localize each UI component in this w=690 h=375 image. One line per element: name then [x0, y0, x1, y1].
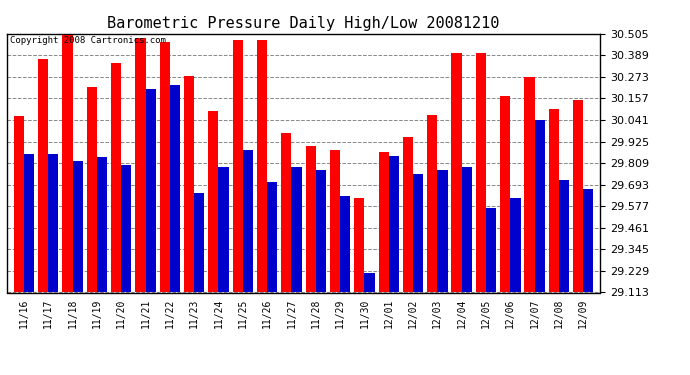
Bar — [159, 42, 170, 292]
Bar — [184, 76, 194, 292]
Bar — [511, 198, 520, 292]
Bar — [476, 53, 486, 292]
Bar — [316, 170, 326, 292]
Bar — [354, 198, 364, 292]
Bar — [559, 180, 569, 292]
Bar — [535, 120, 545, 292]
Bar — [340, 196, 351, 292]
Bar — [14, 117, 24, 292]
Bar — [194, 193, 204, 292]
Bar — [282, 133, 291, 292]
Bar — [427, 115, 437, 292]
Bar — [364, 273, 375, 292]
Bar — [24, 154, 34, 292]
Bar — [379, 152, 388, 292]
Bar — [403, 137, 413, 292]
Bar — [219, 166, 228, 292]
Bar — [48, 154, 59, 292]
Bar — [257, 40, 267, 292]
Bar — [330, 150, 340, 292]
Bar — [267, 182, 277, 292]
Bar — [62, 34, 72, 292]
Bar — [170, 85, 180, 292]
Bar — [524, 77, 535, 292]
Bar — [306, 146, 316, 292]
Bar — [573, 100, 583, 292]
Bar — [451, 53, 462, 292]
Bar — [500, 96, 511, 292]
Text: Copyright 2008 Cartronics.com: Copyright 2008 Cartronics.com — [10, 36, 166, 45]
Bar — [233, 40, 243, 292]
Bar — [243, 150, 253, 292]
Bar — [549, 109, 559, 292]
Bar — [135, 38, 146, 292]
Bar — [97, 158, 107, 292]
Bar — [87, 87, 97, 292]
Bar — [291, 166, 302, 292]
Bar — [121, 165, 131, 292]
Title: Barometric Pressure Daily High/Low 20081210: Barometric Pressure Daily High/Low 20081… — [108, 16, 500, 31]
Bar — [38, 59, 48, 292]
Bar — [583, 189, 593, 292]
Bar — [388, 156, 399, 292]
Bar — [146, 88, 156, 292]
Bar — [72, 161, 83, 292]
Bar — [413, 174, 423, 292]
Bar — [437, 170, 448, 292]
Bar — [486, 207, 496, 292]
Bar — [462, 166, 472, 292]
Bar — [208, 111, 219, 292]
Bar — [111, 63, 121, 292]
